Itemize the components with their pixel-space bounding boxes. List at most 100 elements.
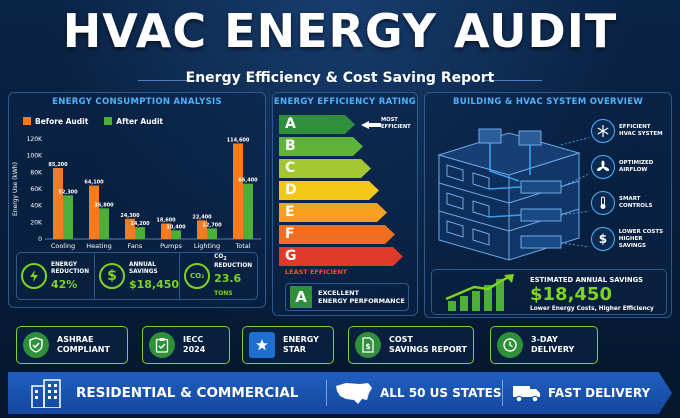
y-tick-label: 20K [30,219,43,226]
bottom-banner: RESIDENTIAL & COMMERCIAL ALL 50 US STATE… [8,372,672,414]
rating-c: C [279,159,371,178]
feature-optimized-airflow: OPTIMIZED AIRFLOW [591,155,653,179]
consumption-stats: ENERGY REDUCTION 42% $ ANNUAL SAVINGS $18,… [16,252,258,300]
data-label: 114,600 [227,138,250,144]
bar-before [125,218,135,239]
bar-after [171,230,181,239]
y-tick-label: 100K [27,153,43,160]
savings-value: $18,450 [530,284,612,305]
energy-star-icon [249,332,275,358]
savings-subtext: Lower Energy Costs, Higher Efficiency [530,306,654,312]
stat-value: $18,450 [128,277,180,291]
data-label: 64,100 [84,180,104,186]
legend-after: After Audit [104,117,163,126]
snowflake-icon [591,119,615,143]
shield-check-icon [23,332,49,358]
subtitle-line-left [138,80,198,81]
badge-ashrae: ASHRAE COMPLIANT [16,326,128,364]
x-tick-label: Pumps [160,242,182,250]
dollar-icon: $ [98,263,125,289]
lightning-icon [21,263,47,289]
data-label: 66,400 [238,178,258,184]
clock-icon [497,332,523,358]
data-label: 18,600 [156,218,176,224]
badge-energy-star: ENERGY STAR [242,326,334,364]
stat-annual-savings: $ ANNUAL SAVINGS $18,450 [95,253,181,299]
rating-b: B [279,137,363,156]
bar-after [243,183,253,239]
bar-after [99,208,109,239]
data-label: 36,800 [94,202,114,208]
bar-after [63,195,73,239]
data-label: 14,200 [130,221,150,227]
banner-delivery: FAST DELIVERY [548,386,651,400]
bar-before [53,168,63,239]
bar-before [233,143,243,239]
y-tick-label: 40K [30,203,43,210]
rating-a: A [279,115,355,134]
stat-co2-reduction: CO₂ CO2 REDUCTION 23.6 TONS [180,253,257,299]
savings-box: ESTIMATED ANNUAL SAVINGS $18,450 Lower E… [431,269,667,315]
excellent-grade: A [290,286,312,308]
badge-cost-report: $ COST SAVINGS REPORT [348,326,474,364]
y-tick-label: 80K [30,169,43,176]
stat-value: 42% [51,277,78,291]
x-tick-label: Lighting [194,242,220,250]
rating-f: F [279,225,395,244]
us-map-icon [336,383,372,404]
data-label: 12,700 [202,222,222,228]
data-label: 22,400 [192,214,212,220]
y-tick-label: 120K [27,136,43,143]
x-tick-label: Cooling [51,242,75,250]
clipboard-icon [149,332,175,358]
badge-3-day-delivery: 3-DAY DELIVERY [490,326,598,364]
building-title: BUILDING & HVAC SYSTEM OVERVIEW [452,97,644,107]
excellent-box: A EXCELLENT ENERGY PERFORMANCE [285,283,409,311]
svg-text:$: $ [365,342,371,351]
consumption-title: ENERGY CONSUMPTION ANALYSIS [52,97,222,107]
x-tick-label: Fans [128,242,143,250]
x-tick-label: Heating [86,242,111,250]
page-subtitle: Energy Efficiency & Cost Saving Report [185,70,495,86]
consumption-panel: ENERGY CONSUMPTION ANALYSIS Before Audit… [8,92,266,308]
most-efficient-label: MOST EFFICIENT [381,117,411,130]
savings-label: ESTIMATED ANNUAL SAVINGS [530,276,644,284]
growth-chart-icon [445,274,514,311]
feature-smart-controls: SMART CONTROLS [591,191,652,215]
rating-d: D [279,181,379,200]
arrow-left-icon [361,121,381,129]
fan-icon [591,155,615,179]
banner-residential: RESIDENTIAL & COMMERCIAL [76,385,299,401]
banner-states: ALL 50 US STATES [380,386,502,400]
feature-lower-costs: $ LOWER COSTS HIGHER SAVINGS [591,227,671,251]
badge-iecc: IECC 2024 [142,326,230,364]
rating-e: E [279,203,387,222]
building-panel: BUILDING & HVAC SYSTEM OVERVIEW [424,92,672,318]
y-tick-label: 60K [30,186,43,193]
bar-after [135,227,145,239]
co2-icon: CO₂ [184,263,211,289]
y-axis-label: Energy Use (kWh) [12,162,19,216]
bar-after [207,228,217,239]
data-label: 85,200 [48,162,68,168]
subtitle-line-right [482,80,542,81]
rating-g: G [279,247,403,266]
buildings-icon [31,379,61,408]
building-illustration [437,128,589,261]
report-icon: $ [355,332,381,358]
rating-title: ENERGY EFFICIENCY RATING [273,97,417,107]
bar-before [161,223,171,239]
consumption-chart: Energy Use (kWh) 0 20K 40K 60K 80K 100K 120K 85,… [12,136,261,250]
legend-before: Before Audit [23,117,88,126]
data-label: 24,300 [120,213,140,219]
y-tick-label: 0 [38,236,42,243]
dollar-icon: $ [591,227,615,251]
page-title: HVAC ENERGY AUDIT [62,4,618,58]
stat-value: 23.6 TONS [214,272,242,298]
x-tick-label: Total [234,242,250,250]
chart-legend: Before Audit After Audit [23,117,163,126]
thermometer-icon [591,191,615,215]
bar-before [197,220,207,239]
data-label: 10,400 [166,224,186,230]
